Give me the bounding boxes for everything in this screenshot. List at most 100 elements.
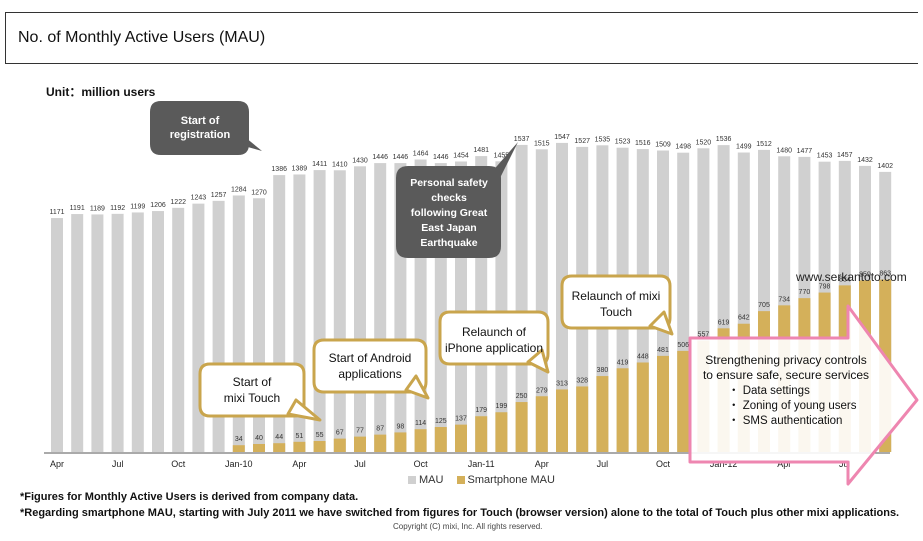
smartphone-bar bbox=[273, 443, 286, 452]
x-tick-label: Oct bbox=[656, 459, 671, 469]
privacy-heading: Strengthening privacy controls bbox=[705, 353, 866, 367]
privacy-item: ・ Data settings bbox=[728, 385, 810, 397]
chart-title: No. of Monthly Active Users (MAU) bbox=[18, 29, 266, 46]
smartphone-bar bbox=[313, 441, 326, 452]
smartphone-bar bbox=[333, 438, 346, 452]
copyright: Copyright (C) mixi, Inc. All rights rese… bbox=[393, 522, 543, 531]
smartphone-data-label: 87 bbox=[376, 426, 384, 433]
mau-data-label: 1191 bbox=[70, 205, 85, 212]
mau-data-label: 1284 bbox=[231, 186, 247, 193]
x-tick-label: Jul bbox=[597, 459, 609, 469]
callout-registration-text: registration bbox=[170, 129, 231, 141]
smartphone-data-label: 448 bbox=[637, 353, 649, 360]
footnote-2: *Regarding smartphone MAU, starting with… bbox=[20, 507, 900, 519]
mau-data-label: 1411 bbox=[312, 161, 327, 168]
smartphone-bar bbox=[636, 362, 649, 452]
mau-bar bbox=[152, 211, 164, 452]
mau-data-label: 1481 bbox=[473, 147, 489, 154]
x-tick-label: Oct bbox=[414, 459, 429, 469]
x-tick-label: Jul bbox=[354, 459, 366, 469]
smartphone-data-label: 734 bbox=[778, 296, 790, 303]
callout-mixi-touch-tail bbox=[286, 398, 322, 422]
mau-data-label: 1520 bbox=[696, 139, 712, 146]
callout-mixi-touch-text: Start of bbox=[233, 375, 272, 389]
callout-safety-text: following Great bbox=[411, 207, 488, 219]
x-tick-label: Apr bbox=[50, 459, 64, 469]
smartphone-data-label: 770 bbox=[799, 289, 811, 296]
smartphone-bar bbox=[475, 416, 488, 452]
callout-registration-text: Start of bbox=[181, 115, 220, 127]
smartphone-data-label: 328 bbox=[576, 377, 588, 384]
callout-android-text: Start of Android bbox=[329, 351, 412, 365]
x-tick-label: Jan-12 bbox=[710, 459, 738, 469]
callout-safety-tail bbox=[490, 142, 518, 178]
mau-data-label: 1480 bbox=[776, 147, 792, 154]
mau-data-label: 1527 bbox=[574, 138, 590, 145]
smartphone-data-label: 557 bbox=[698, 332, 710, 339]
smartphone-data-label: 137 bbox=[455, 416, 467, 423]
mau-data-label: 1189 bbox=[90, 205, 105, 212]
callout-safety-text: Personal safety bbox=[410, 177, 488, 189]
mau-bar bbox=[131, 212, 144, 452]
smartphone-data-label: 179 bbox=[475, 407, 487, 414]
mau-bar bbox=[535, 149, 548, 453]
mau-data-label: 1498 bbox=[675, 144, 691, 151]
callout-relaunch-touch-text: Touch bbox=[600, 305, 632, 319]
callout-safety-box bbox=[396, 166, 501, 258]
mau-data-label: 1171 bbox=[49, 209, 64, 216]
x-tick-label: Oct bbox=[171, 459, 186, 469]
smartphone-data-label: 114 bbox=[415, 420, 426, 427]
mau-bar bbox=[111, 213, 124, 452]
smartphone-bar bbox=[232, 445, 245, 452]
smartphone-data-label: 834 bbox=[839, 276, 851, 283]
mau-data-label: 1457 bbox=[837, 152, 853, 159]
smartphone-data-label: 44 bbox=[275, 434, 283, 441]
smartphone-bar bbox=[414, 429, 427, 452]
callout-mixi-touch-box bbox=[198, 362, 306, 418]
unit-label: Unit：million users bbox=[46, 85, 156, 99]
watermark: www.serkantoto.com bbox=[796, 270, 907, 284]
mau-bar bbox=[333, 170, 346, 453]
smartphone-data-label: 313 bbox=[556, 380, 568, 387]
smartphone-bar bbox=[535, 396, 548, 452]
mau-data-label: 1257 bbox=[211, 192, 227, 199]
smartphone-data-label: 199 bbox=[496, 403, 508, 410]
smartphone-data-label: 642 bbox=[738, 315, 750, 322]
callout-android-text: applications bbox=[338, 367, 401, 381]
smartphone-data-label: 77 bbox=[356, 428, 364, 435]
privacy-arrow bbox=[688, 304, 919, 486]
mau-data-label: 1222 bbox=[170, 199, 186, 206]
mau-data-label: 1516 bbox=[635, 140, 651, 147]
mau-data-label: 1536 bbox=[716, 136, 732, 143]
smartphone-bar bbox=[293, 441, 306, 452]
mau-bar bbox=[354, 166, 366, 452]
mau-data-label: 1547 bbox=[554, 134, 570, 141]
smartphone-bar bbox=[677, 350, 690, 452]
smartphone-data-labels: 34 40 44 51 55 67 77 87 98 114 125 137 179 199 250 279 3… bbox=[235, 271, 891, 444]
mau-data-label: 1453 bbox=[817, 153, 833, 160]
mau-data-label: 1477 bbox=[797, 148, 813, 155]
callout-safety-text: Earthquake bbox=[420, 237, 477, 249]
smartphone-bar bbox=[354, 436, 366, 452]
callout-relaunch-touch-text: Relaunch of mixi bbox=[572, 289, 661, 303]
legend-smartphone: Smartphone MAU bbox=[456, 474, 555, 486]
mau-data-label: 1206 bbox=[150, 202, 166, 209]
smartphone-bar bbox=[616, 368, 629, 452]
mau-data-label: 1192 bbox=[110, 205, 125, 212]
x-tick-label: Jul bbox=[112, 459, 124, 469]
mau-data-label: 1535 bbox=[595, 136, 611, 143]
smartphone-bar bbox=[434, 427, 447, 452]
mau-data-label: 1446 bbox=[433, 154, 449, 161]
callout-iphone-text: iPhone application bbox=[445, 341, 543, 355]
smartphone-data-label: 705 bbox=[758, 302, 770, 309]
x-tick-labels: Apr Jul Oct Jan-10 Apr Jul Oct Jan-11 Apr Jul Oct J… bbox=[50, 459, 851, 469]
smartphone-data-label: 51 bbox=[296, 433, 304, 440]
legend: MAU Smartphone MAU bbox=[408, 474, 565, 486]
mau-data-label: 1515 bbox=[534, 140, 550, 147]
x-tick-label: Apr bbox=[777, 459, 791, 469]
callout-mixi-touch-text: mixi Touch bbox=[224, 391, 280, 405]
mau-data-label: 1446 bbox=[393, 154, 409, 161]
legend-smartphone-label: Smartphone MAU bbox=[467, 474, 555, 486]
mau-data-label: 1455 bbox=[494, 152, 510, 159]
